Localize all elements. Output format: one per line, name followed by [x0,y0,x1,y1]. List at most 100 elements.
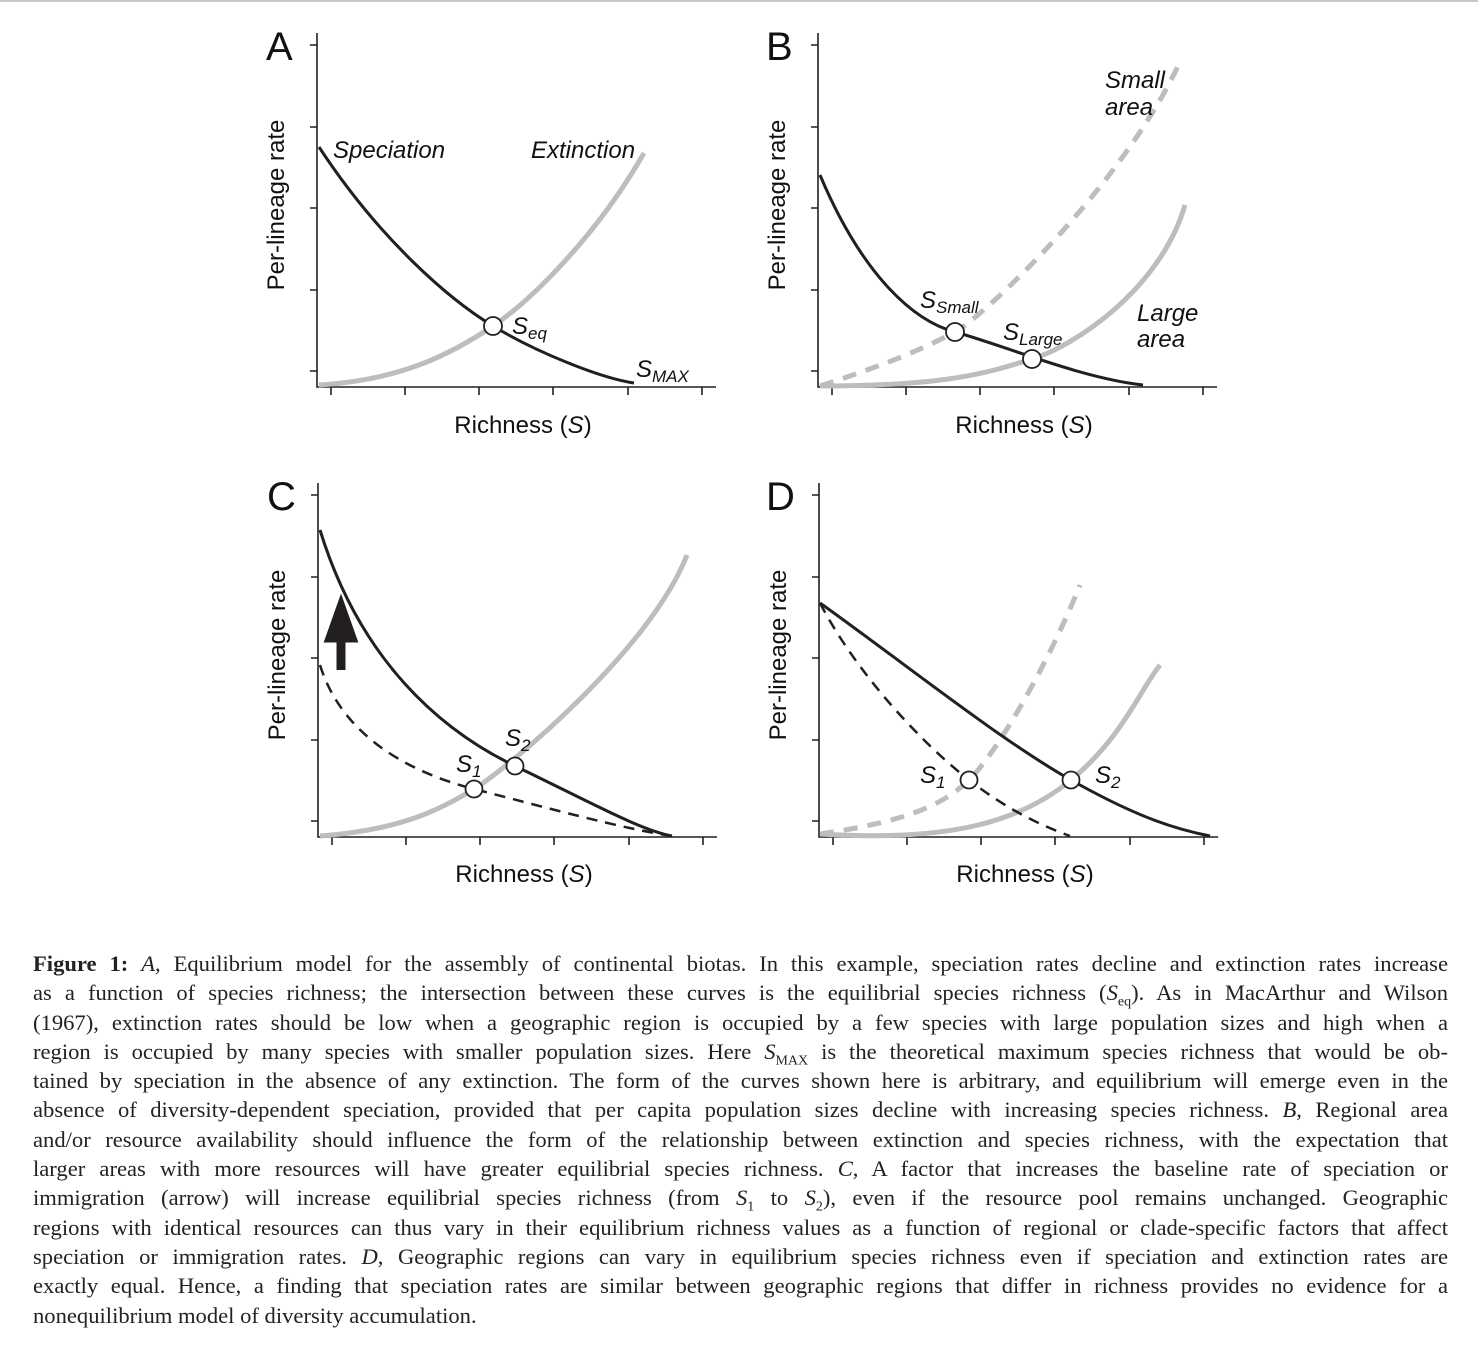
caption-text: immigration (arrow) will increase equili… [33,1185,736,1211]
extinction-curve-dashed [819,584,1083,837]
caption-line: exactly equal. Hence, a finding that spe… [33,1271,1448,1300]
caption-text: as a function of species richness; the i… [33,980,1107,1006]
figure-caption: Figure 1: A, Equilibrium model for the a… [33,949,1448,1330]
s1-label: S1 [456,751,481,781]
y-axis-label: Per-lineage rate [764,120,791,291]
caption-text: absence of diversity-dependent speciatio… [33,1097,1283,1123]
caption-text: exactly equal. Hence, a finding that spe… [33,1273,1448,1299]
caption-text: A [141,951,156,976]
panel-b: B Per-lineage rate Richness (S) Small ar… [764,25,1218,439]
caption-line: regions with identical resources can thu… [33,1213,1448,1242]
s2-label: S2 [505,725,531,755]
caption-text: tained by speciation in the absence of a… [33,1068,1448,1094]
caption-text: , Geographic regions can vary in equilib… [377,1243,1449,1269]
speciation-curve [818,174,1144,387]
equilibrium-point-large [1022,349,1042,369]
panel-letter: A [266,25,293,69]
panel-letter: C [267,475,296,519]
equilibrium-point-s1 [464,779,484,799]
caption-text: region is occupied by many species with … [33,1038,765,1064]
caption-text: S [804,1185,816,1211]
x-axis-label: Richness (S) [455,861,592,888]
caption-text: S [735,1185,748,1211]
small-area-label-2: area [1105,94,1153,121]
caption-line: speciation or immigration rates. D, Geog… [33,1242,1448,1271]
y-axis-label: Per-lineage rate [765,570,792,741]
slarge-label: SLarge [1003,319,1063,349]
smax-label: SMAX [636,356,690,386]
caption-text: (1967), extinction rates should be low w… [33,1009,1448,1035]
caption-text: , Regional area [1296,1097,1448,1123]
caption-line: nonequilibrium model of diversity accumu… [33,1301,1448,1330]
extinction-curve-solid [819,663,1162,839]
speciation-curve [317,146,635,385]
caption-text: ), even if the resource pool remains unc… [822,1185,1449,1211]
equilibrium-point-s2 [505,756,525,776]
caption-line: (1967), extinction rates should be low w… [33,1008,1448,1037]
extinction-curve [319,554,690,839]
caption-line: Figure 1: A, Equilibrium model for the a… [33,949,1448,978]
increased-speciation-curve [318,529,673,838]
up-arrow-icon [323,593,359,670]
baseline-speciation-curve [318,664,673,838]
equilibrium-point [483,316,503,336]
seq-label: Seq [512,313,547,343]
caption-line: larger areas with more resources will ha… [33,1154,1448,1183]
caption-text: and/or resource availability should infl… [33,1126,1448,1152]
caption-line: as a function of species richness; the i… [33,978,1448,1010]
equilibrium-point-s1 [959,770,979,790]
extinction-label: Extinction [531,137,635,164]
caption-text: speciation or immigration rates. [33,1243,362,1269]
axes [811,482,1219,846]
caption-text: larger areas with more resources will ha… [33,1156,838,1182]
caption-text: S [1106,980,1118,1006]
axes [310,482,718,846]
caption-text: nonequilibrium model of diversity accumu… [33,1302,477,1328]
caption-text: eq [1117,994,1132,1010]
ssmall-label: SSmall [920,287,980,317]
caption-line: immigration (arrow) will increase equili… [33,1183,1449,1215]
speciation-curve-dashed [818,602,1071,838]
page-top-border [0,0,1478,2]
large-area-label: Large [1137,300,1198,327]
caption-text: regions with identical resources can thu… [33,1214,1448,1240]
x-axis-label: Richness (S) [955,412,1092,439]
caption-text: , Equilibrium model for the assembly of … [155,951,1449,976]
caption-text: Figure 1: [33,951,129,976]
large-area-label-2: area [1137,326,1185,353]
caption-text: , A factor that increases the baseline r… [852,1156,1448,1182]
caption-line: and/or resource availability should infl… [33,1125,1448,1154]
extinction-curve-small-area [819,60,1183,389]
s2-label: S2 [1095,762,1121,792]
speciation-curve-solid [819,601,1211,838]
caption-text [128,951,141,976]
axes [309,32,717,396]
equilibrium-point-s2 [1061,770,1081,790]
caption-text: D [361,1243,378,1269]
caption-text: 1 [747,1199,755,1215]
panel-letter: B [766,25,793,69]
caption-text: C [837,1156,853,1182]
x-axis-label: Richness (S) [956,861,1093,888]
equilibrium-point-small [945,322,965,342]
panel-d: D Per-lineage rate Richness (S) S1 S2 [765,475,1219,888]
panel-a: A Per-lineage rate Richness (S) Speciati… [263,25,717,439]
s1-label: S1 [920,762,945,792]
caption-text: to [754,1185,805,1211]
y-axis-label: Per-lineage rate [263,120,290,291]
extinction-curve [318,151,647,388]
figure-1: A Per-lineage rate Richness (S) Speciati… [263,25,1219,888]
caption-line: absence of diversity-dependent speciatio… [33,1095,1448,1124]
caption-text: ). As in MacArthur and Wilson [1131,980,1448,1006]
caption-line: tained by speciation in the absence of a… [33,1066,1448,1095]
speciation-label: Speciation [333,137,445,164]
caption-text: S [764,1038,776,1064]
caption-line: region is occupied by many species with … [33,1037,1448,1069]
panel-letter: D [766,475,795,519]
panel-c: C Per-lineage rate Richness (S) S1 S2 [264,475,718,888]
caption-text: 2 [815,1199,823,1215]
caption-text: is the theoretical maximum species richn… [808,1038,1448,1064]
y-axis-label: Per-lineage rate [264,570,291,741]
caption-text: MAX [775,1053,809,1069]
caption-text: B [1282,1097,1297,1123]
